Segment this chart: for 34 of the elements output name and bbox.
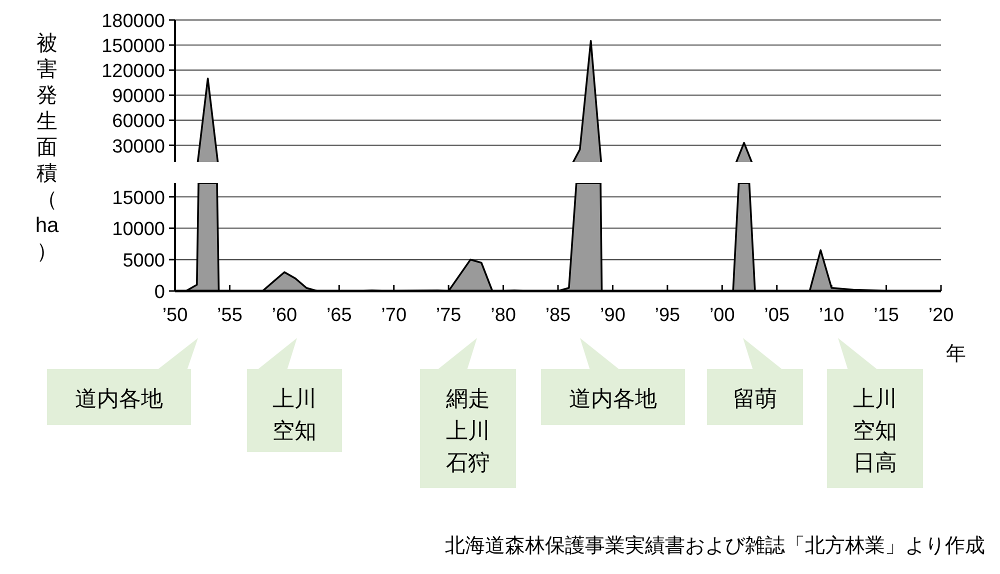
y-tick-label: 120000 — [102, 61, 165, 82]
x-tick-label: ’20 — [928, 305, 954, 326]
x-tick-label: ’10 — [818, 305, 844, 326]
x-tick-label: ’15 — [874, 305, 899, 326]
x-tick-label: ’70 — [381, 305, 407, 326]
x-tick-label: ’95 — [654, 305, 680, 326]
y-tick-label: 10000 — [112, 219, 165, 240]
y-tick-label: 60000 — [112, 111, 165, 132]
callout: 道内各地 — [541, 338, 685, 425]
y-tick-label: 5000 — [122, 250, 165, 272]
callout: 道内各地 — [47, 338, 198, 425]
callout: 網走上川石狩 — [420, 338, 516, 488]
x-tick-label: ’65 — [326, 305, 352, 326]
x-tick-label: ’75 — [436, 305, 462, 326]
x-tick-label: ’80 — [490, 305, 516, 326]
text: 被害発生面積（ha） — [35, 32, 59, 263]
x-tick-label: ’55 — [217, 305, 242, 326]
text: 北海道森林保護事業実績書および雑誌「北方林業」より作成 — [445, 534, 985, 557]
callout: 上川空知 — [247, 338, 342, 452]
callout: 上川空知日高 — [827, 338, 923, 488]
y-tick-label: 150000 — [102, 36, 165, 58]
y-tick-label: 90000 — [112, 86, 165, 108]
y-tick-label: 180000 — [102, 11, 165, 32]
x-tick-label: ’60 — [272, 305, 298, 326]
x-tick-label: ’00 — [709, 305, 735, 326]
x-tick-label: ’50 — [162, 305, 188, 326]
callout: 留萌 — [707, 338, 803, 425]
x-axis-title: 年 — [946, 343, 966, 365]
y-tick-label: 30000 — [112, 136, 165, 158]
y-tick-label: 0 — [154, 282, 165, 303]
x-tick-label: ’85 — [545, 305, 571, 326]
y-tick-label: 15000 — [112, 188, 165, 209]
x-tick-label: ’90 — [600, 305, 626, 326]
x-tick-label: ’05 — [764, 305, 790, 326]
